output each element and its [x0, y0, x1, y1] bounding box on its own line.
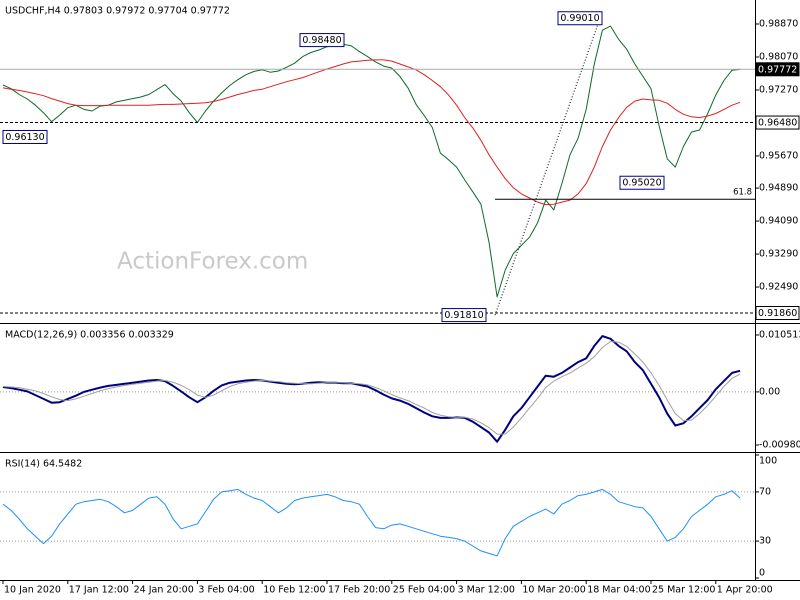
y-tick-label: 0.93290 — [759, 249, 798, 260]
annotation-box — [557, 11, 603, 26]
x-tick-label: 24 Jan 20:00 — [134, 585, 194, 596]
annotation-label: 0.95020 — [622, 178, 661, 189]
panel-title: MACD(12,26,9) 0.003356 0.003329 — [5, 330, 174, 341]
y-tick-label: 0 — [759, 568, 765, 579]
x-tick-label: 25 Feb 04:00 — [393, 585, 455, 596]
level-label-box — [755, 306, 800, 321]
y-tick-label: 0.98070 — [759, 51, 798, 62]
x-tick-label: 25 Mar 12:00 — [652, 585, 715, 596]
x-tick-label: 3 Feb 04:00 — [198, 585, 254, 596]
y-tick-label: 0.94890 — [759, 183, 798, 194]
y-tick-label: 0.95670 — [759, 150, 798, 161]
watermark: ActionForex.com — [117, 249, 308, 275]
series-line — [2, 335, 741, 443]
annotation-label: 0.99010 — [560, 13, 599, 24]
level-label: 0.96480 — [758, 118, 797, 129]
level-label: 0.91860 — [758, 308, 797, 319]
series-line — [2, 341, 741, 435]
annotation-box — [441, 308, 487, 323]
y-tick-label: 30 — [759, 536, 771, 547]
y-tick-label: -0.009804 — [759, 439, 800, 450]
series-line — [2, 488, 741, 557]
x-tick-label: 3 Mar 12:00 — [458, 585, 515, 596]
y-tick-label: 100 — [759, 456, 777, 467]
series-line — [2, 25, 741, 298]
panel-title: USDCHF,H4 0.97803 0.97972 0.97704 0.9777… — [5, 6, 230, 17]
y-tick-label: 0.97270 — [759, 84, 798, 95]
annotation-box — [2, 129, 48, 144]
level-label-box — [755, 62, 800, 77]
x-tick-label: 18 Mar 04:00 — [587, 585, 650, 596]
panel-title: RSI(14) 64.5482 — [5, 459, 82, 470]
x-tick-label: 17 Jan 12:00 — [69, 585, 129, 596]
series-line — [2, 59, 741, 206]
level-label-box — [755, 115, 800, 130]
x-tick-label: 17 Feb 20:00 — [328, 585, 390, 596]
x-tick-label: 10 Jan 2020 — [4, 585, 61, 596]
annotation-label: 0.91810 — [444, 310, 483, 321]
annotation-label: 0.98480 — [302, 35, 341, 46]
level-label: 0.97772 — [758, 64, 797, 75]
annotation-label: 0.96130 — [5, 132, 44, 143]
x-tick-label: 10 Feb 12:00 — [263, 585, 325, 596]
fib-label: 61.8 — [733, 188, 752, 198]
y-tick-label: 0.00 — [759, 386, 780, 397]
y-tick-label: 70 — [759, 486, 771, 497]
annotation-box — [619, 175, 665, 190]
x-tick-label: 1 Apr 20:00 — [717, 585, 773, 596]
y-tick-label: 0.94090 — [759, 216, 798, 227]
x-tick-label: 10 Mar 20:00 — [522, 585, 585, 596]
y-tick-label: 0.010513 — [759, 329, 800, 340]
y-tick-label: 0.98870 — [759, 19, 798, 30]
y-tick-label: 0.92490 — [759, 282, 798, 293]
annotation-box — [299, 33, 345, 48]
